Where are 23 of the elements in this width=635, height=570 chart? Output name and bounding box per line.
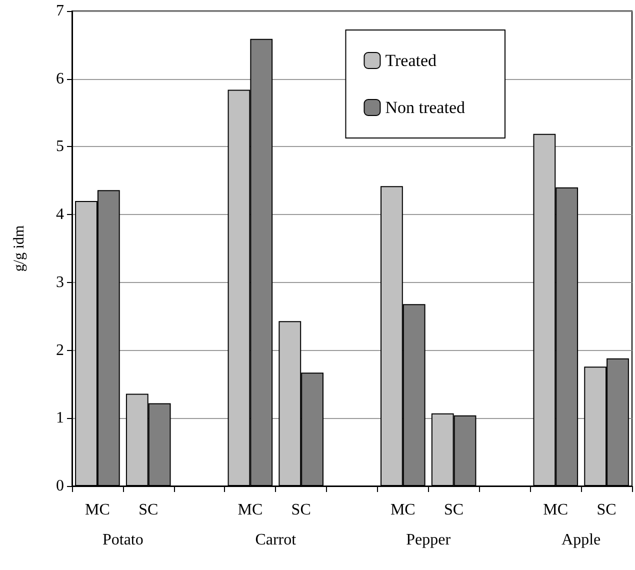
x-tick-label: MC xyxy=(238,502,263,518)
y-tick-label: 6 xyxy=(56,70,64,88)
y-tick-label: 4 xyxy=(56,206,64,224)
y-tick-label: 2 xyxy=(56,342,64,359)
legend-label: Treated xyxy=(385,51,438,70)
x-tick-label: SC xyxy=(291,502,311,518)
y-tick-label: 3 xyxy=(56,274,64,291)
x-tick-label: SC xyxy=(444,502,464,518)
x-tick-label: MC xyxy=(390,502,416,518)
legend-label: Non treated xyxy=(385,98,466,117)
y-tick-label: 5 xyxy=(56,138,64,156)
text: Potato xyxy=(102,532,144,548)
x-tick-label: MC xyxy=(85,502,110,518)
y-tick-label: 0 xyxy=(56,478,64,494)
x-tick-label: MC xyxy=(543,502,568,518)
text: Carrot xyxy=(255,532,297,548)
y-tick-label: 7 xyxy=(56,2,64,20)
x-tick-label: SC xyxy=(596,502,616,518)
y-axis-title: g/g idm xyxy=(12,225,28,272)
text: Pepper xyxy=(406,532,452,548)
x-tick-label: SC xyxy=(138,502,158,518)
text: Apple xyxy=(562,532,601,548)
y-tick-label: 1 xyxy=(56,410,64,427)
